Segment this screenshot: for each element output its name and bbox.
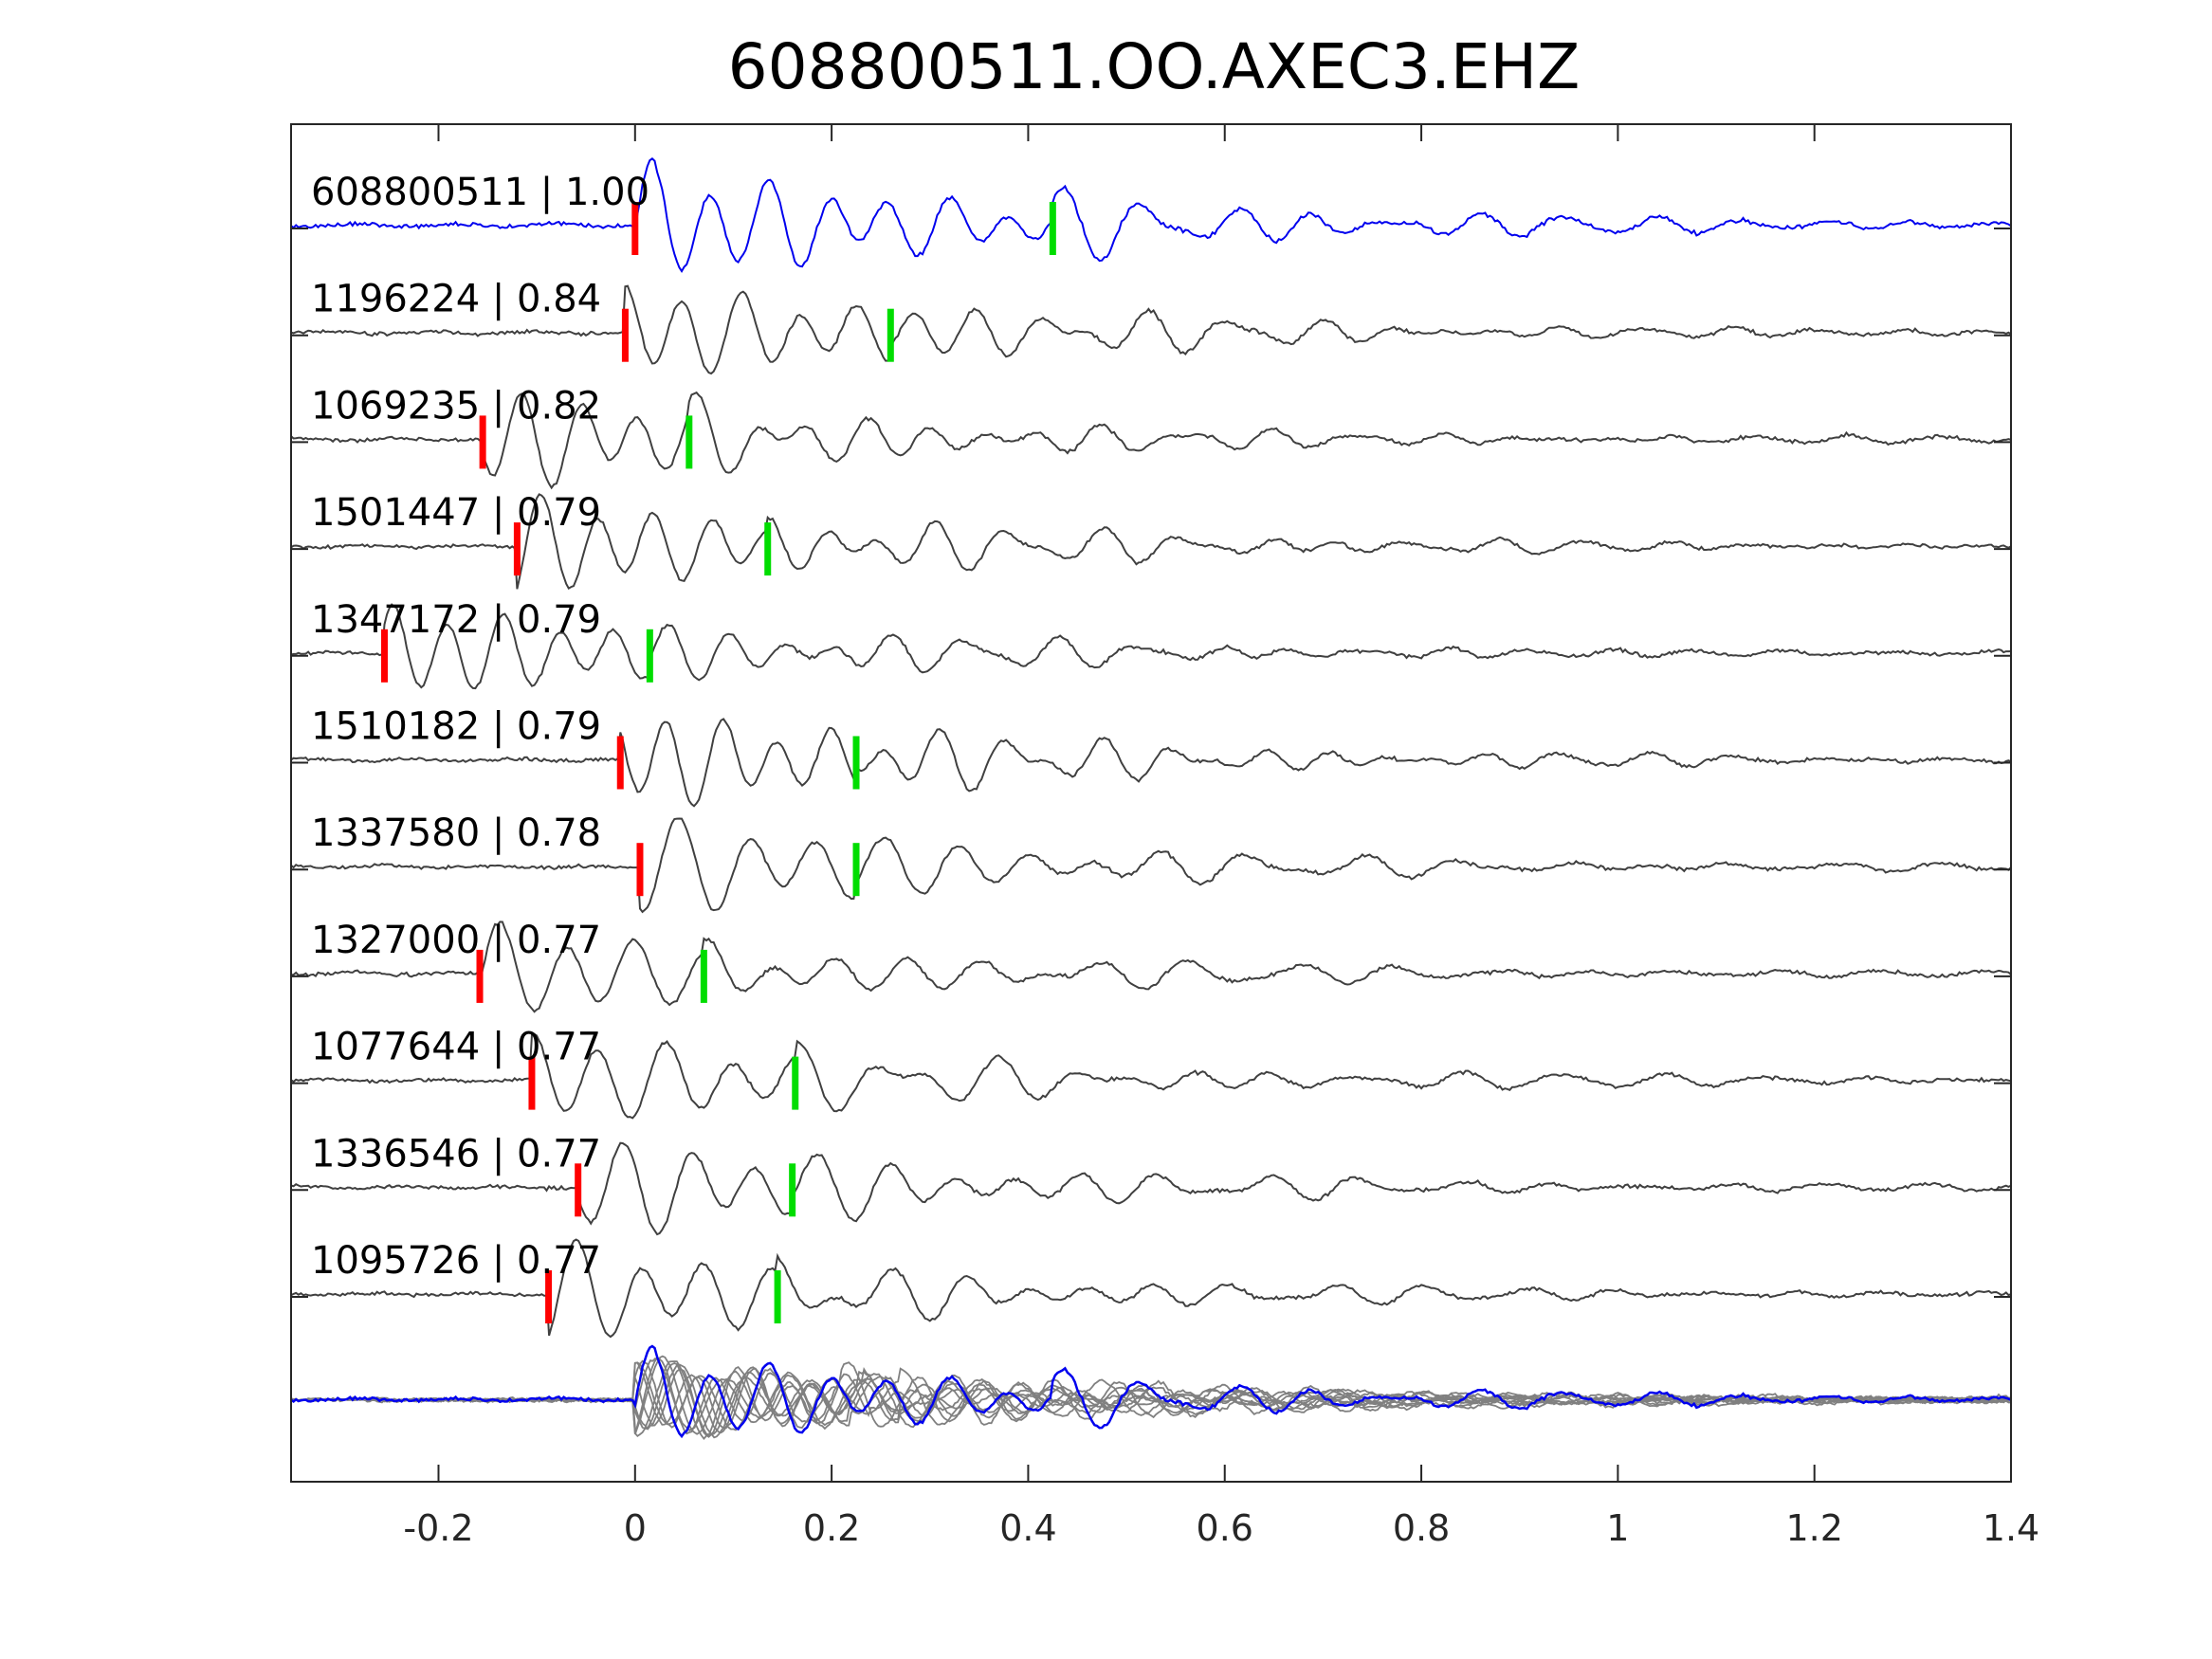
trace-label: 608800511 | 1.00 — [311, 171, 649, 214]
stack-trace — [541, 1359, 2012, 1430]
p-pick-marker — [545, 1270, 553, 1323]
p-pick-marker — [380, 629, 388, 683]
trace-label: 1501447 | 0.79 — [311, 491, 601, 535]
p-pick-marker — [636, 843, 644, 897]
chart-title: 608800511.OO.AXEC3.EHZ — [728, 30, 1581, 103]
s-pick-marker — [789, 1163, 796, 1217]
p-pick-marker — [528, 1056, 536, 1110]
trace-608800511 — [290, 156, 2012, 274]
x-tick-label: -0.2 — [403, 1507, 473, 1549]
s-pick-marker — [792, 1056, 799, 1110]
p-pick-marker — [621, 308, 629, 362]
x-tick-label: 0.6 — [1197, 1507, 1253, 1549]
p-pick-marker — [476, 949, 484, 1003]
p-pick-marker — [479, 415, 486, 469]
x-tick-label: 0.8 — [1393, 1507, 1450, 1549]
x-axis: -0.2 0 0.2 0.4 0.6 0.8 1 1.2 1.4 — [291, 124, 2039, 1549]
trace-label: 1336546 | 0.77 — [311, 1132, 601, 1176]
trace-label: 1327000 | 0.77 — [311, 919, 601, 962]
p-pick-marker — [631, 202, 639, 255]
s-pick-marker — [1049, 202, 1056, 255]
x-tick-label: 0.2 — [803, 1507, 860, 1549]
stack-master-trace — [290, 1344, 2012, 1439]
trace-1337580 — [290, 817, 2012, 914]
s-pick-marker — [764, 522, 772, 576]
s-pick-marker — [774, 1270, 781, 1323]
x-tick-label: 0 — [624, 1507, 647, 1549]
s-pick-marker — [852, 843, 860, 897]
s-pick-marker — [646, 629, 653, 683]
trace-label: 1069235 | 0.82 — [311, 384, 601, 428]
s-pick-marker — [700, 949, 707, 1003]
trace-label: 1095726 | 0.77 — [311, 1239, 601, 1283]
p-pick-marker — [616, 736, 624, 790]
trace-1095726 — [290, 1238, 2012, 1339]
x-tick-label: 0.4 — [999, 1507, 1056, 1549]
picks-layer — [380, 202, 1056, 1323]
stack-trace — [376, 1355, 2010, 1435]
x-tick-label: 1.4 — [1983, 1507, 2039, 1549]
trace-1501447 — [290, 493, 2012, 590]
trace-1347172 — [290, 603, 2012, 690]
s-pick-marker — [686, 415, 693, 469]
p-pick-marker — [513, 522, 521, 576]
trace-label: 1077644 | 0.77 — [311, 1026, 601, 1069]
trace-labels: 608800511 | 1.00 1196224 | 0.84 1069235 | … — [311, 171, 649, 1283]
s-pick-marker — [887, 308, 894, 362]
stack-overlay — [290, 1344, 2012, 1441]
trace-1510182 — [290, 718, 2012, 808]
trace-1077644 — [290, 1032, 2012, 1120]
trace-label: 1510182 | 0.79 — [311, 705, 601, 749]
trace-1196224 — [290, 284, 2012, 375]
trace-1327000 — [290, 921, 2012, 1013]
s-pick-marker — [852, 736, 860, 790]
trace-label: 1347172 | 0.79 — [311, 598, 601, 642]
traces-layer — [290, 156, 2012, 1339]
plot-frame — [290, 123, 2012, 1483]
p-pick-marker — [575, 1163, 582, 1217]
trace-label: 1196224 | 0.84 — [311, 278, 601, 321]
trace-1069235 — [290, 391, 2012, 490]
x-tick-label: 1.2 — [1785, 1507, 1842, 1549]
x-tick-label: 1 — [1606, 1507, 1629, 1549]
trace-label: 1337580 | 0.78 — [311, 811, 601, 855]
